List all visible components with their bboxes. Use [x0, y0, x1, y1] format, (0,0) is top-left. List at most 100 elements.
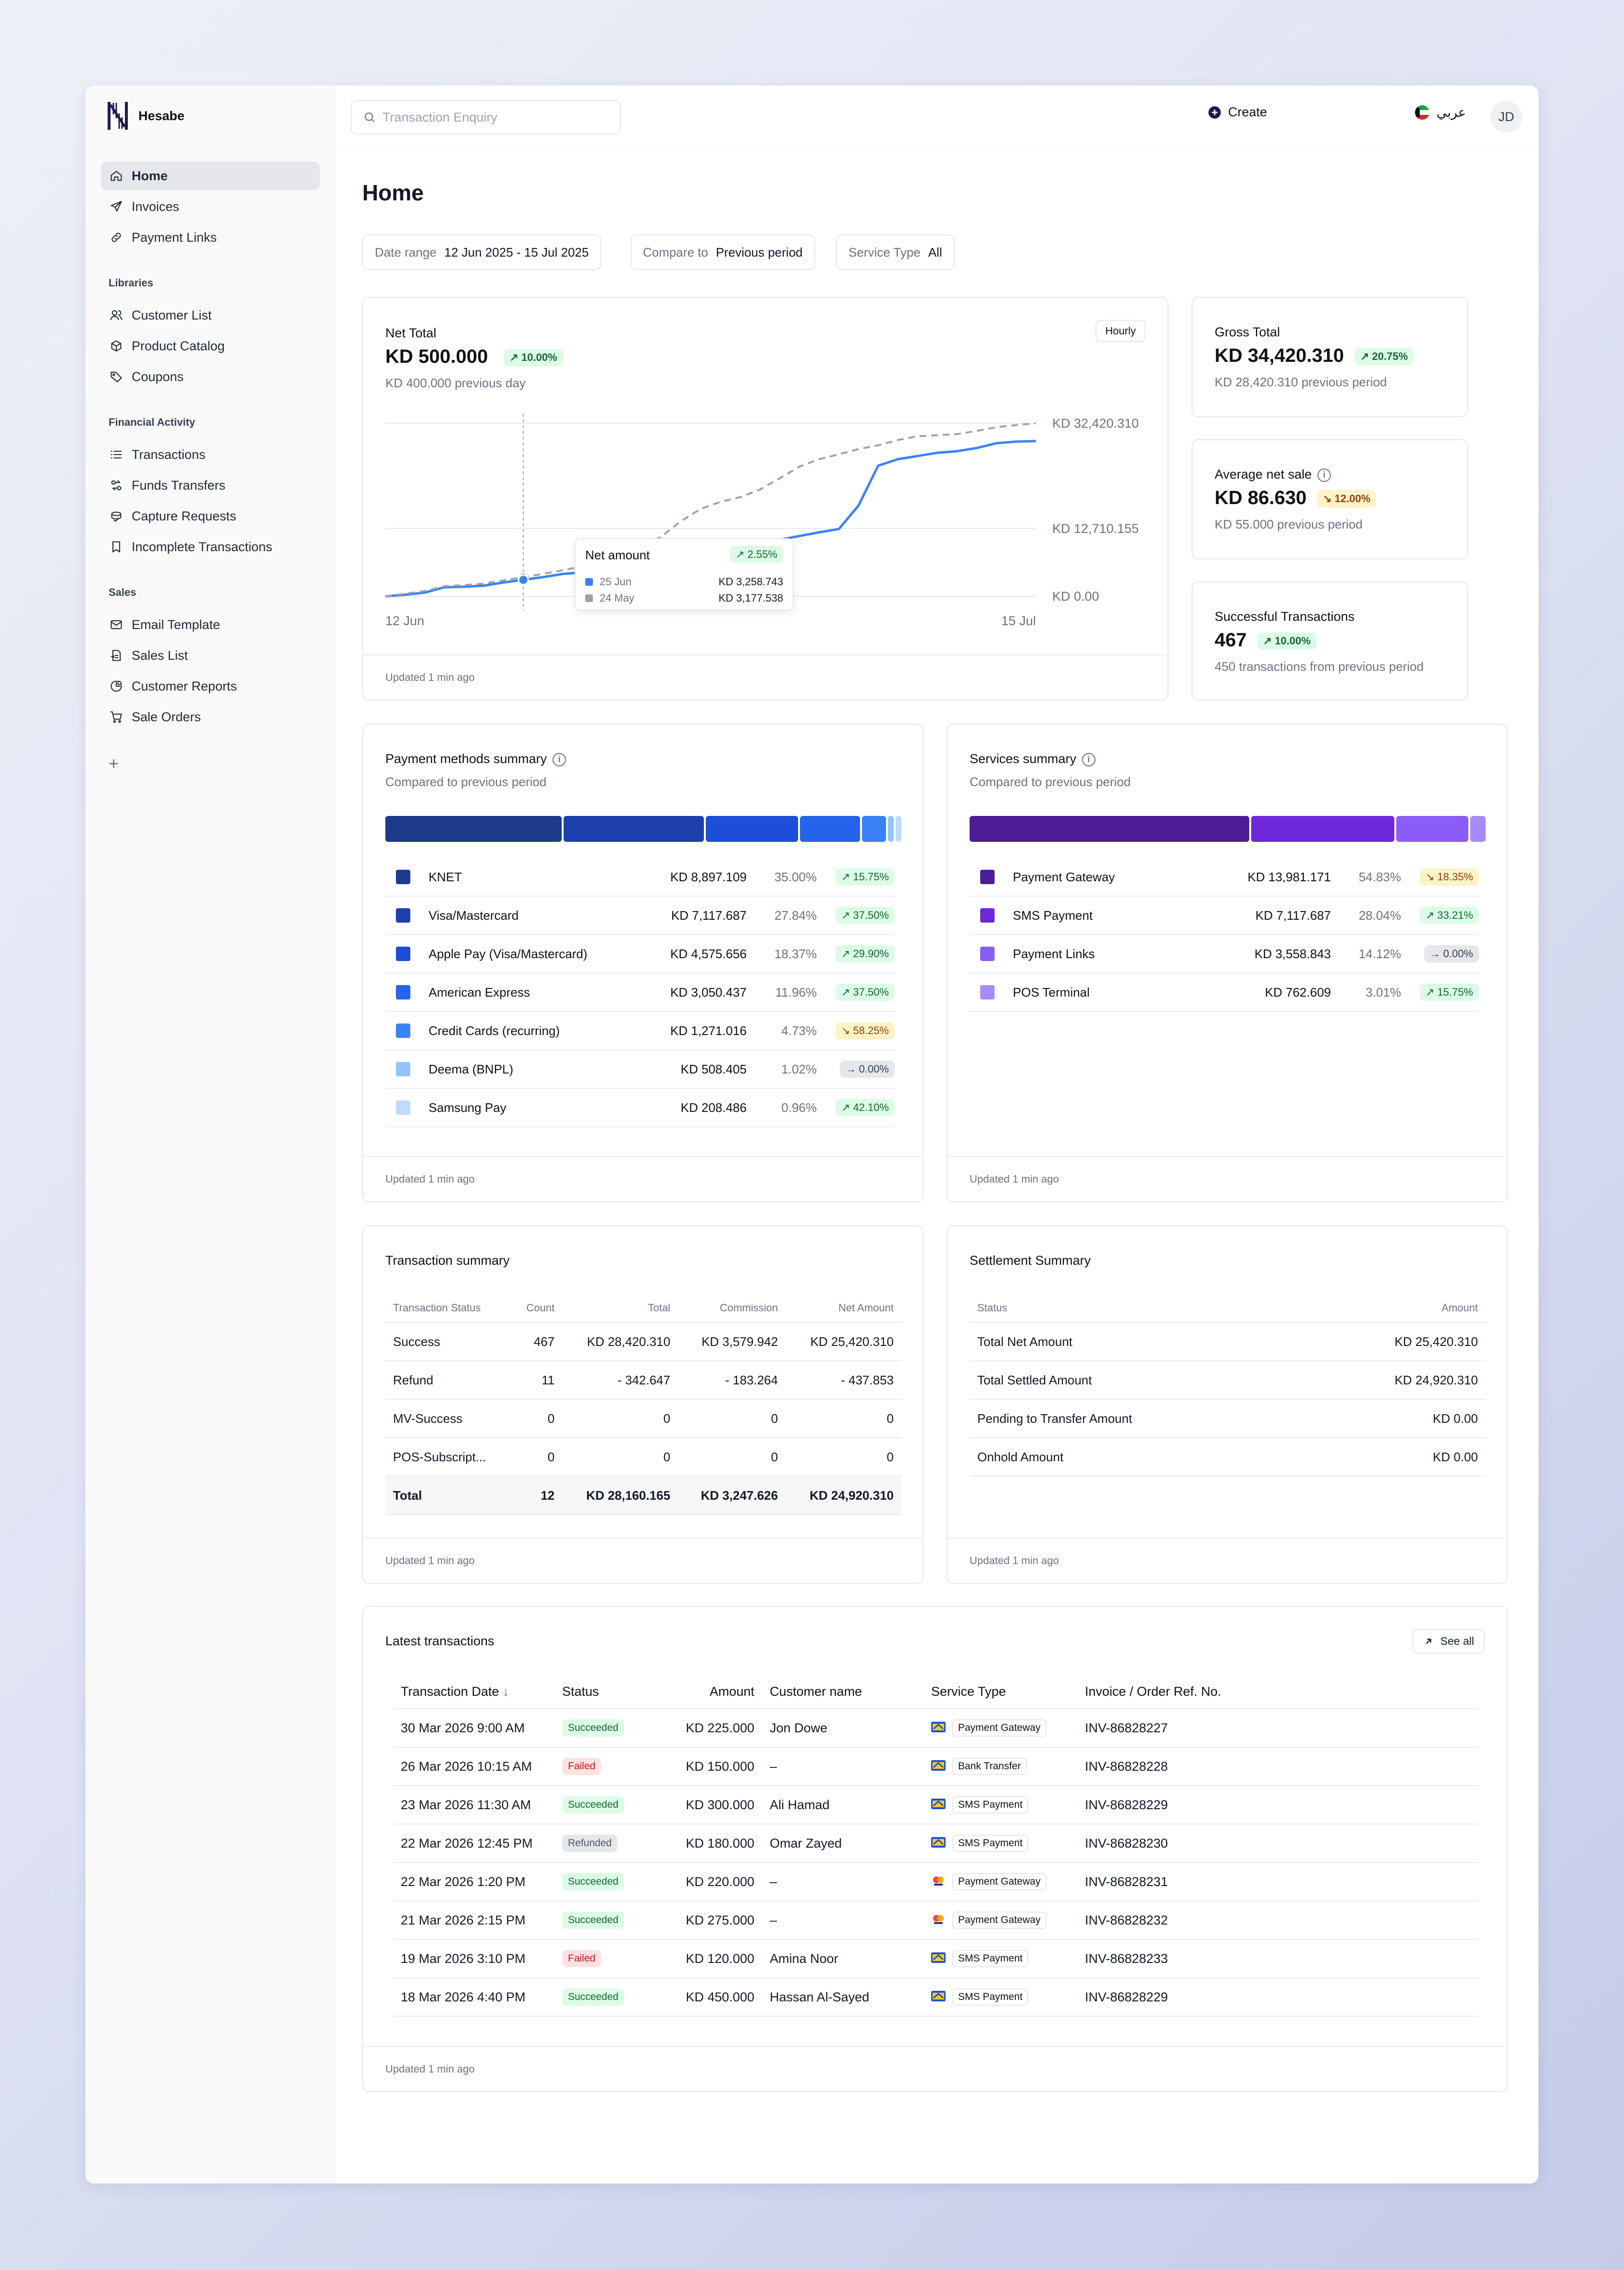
sidebar-item-label: Sale Orders — [132, 709, 201, 724]
row-change: ↗ 37.50% — [817, 907, 895, 924]
row-share: 28.04% — [1358, 908, 1401, 923]
table-row[interactable]: 26 Mar 2026 10:15 AM Failed KD 150.000– Ban… — [393, 1747, 1479, 1786]
info-icon[interactable]: i — [553, 753, 566, 766]
table-row[interactable]: 30 Mar 2026 9:00 AM Succeeded KD 225.000 Jo… — [393, 1708, 1479, 1747]
sidebar-item-transactions[interactable]: Transactions — [101, 440, 320, 469]
share-segment — [970, 816, 1250, 842]
mastercard-icon — [931, 1875, 946, 1889]
app-name: Hesabe — [138, 108, 185, 123]
summary-row[interactable]: Payment Gateway KD 13,981.171 54.83% ↘ 18.35… — [970, 858, 1479, 897]
sidebar-item-email-template[interactable]: Email Template — [101, 610, 320, 639]
summary-row[interactable]: Deema (BNPL) KD 508.405 1.02% → 0.00% — [385, 1050, 895, 1089]
kpi-amount: 467 — [1215, 629, 1247, 651]
arrow-right-icon: → — [1429, 948, 1440, 960]
summary-row[interactable]: Apple Pay (Visa/Mastercard) KD 4,575.656 1… — [385, 935, 895, 974]
summary-row[interactable]: Credit Cards (recurring) KD 1,271.016 4.73… — [385, 1012, 895, 1050]
granularity-button[interactable]: Hourly — [1095, 320, 1145, 342]
sidebar-item-customer-list[interactable]: Customer List — [101, 301, 320, 330]
trend-down-icon: ↘ — [841, 1024, 850, 1036]
table-row[interactable]: 19 Mar 2026 3:10 PM Failed KD 120.000 Amina… — [393, 1939, 1479, 1978]
invoice-ref[interactable]: INV-86828229 — [1077, 1785, 1479, 1824]
knet-card-icon — [931, 1721, 946, 1736]
table-row[interactable]: 18 Mar 2026 4:40 PM Succeeded KD 450.000 Ha… — [393, 1977, 1479, 2017]
filter-service-type[interactable]: Service Type All — [836, 234, 955, 270]
table-row: Refund 11- 342.647- 183.264- 437.853 — [385, 1360, 901, 1399]
table-cell: 0 — [511, 1399, 563, 1438]
table-cell: 0 — [678, 1399, 786, 1438]
sidebar-item-sale-orders[interactable]: Sale Orders — [101, 703, 320, 731]
table-row: Total 12 KD 28,160.165 KD 3,247.626 KD 24,92… — [385, 1476, 901, 1515]
see-all-button[interactable]: See all — [1412, 1629, 1485, 1653]
net-total-change-badge: ↗ 10.00% — [504, 349, 563, 367]
info-icon[interactable]: i — [1317, 468, 1331, 482]
sidebar-item-incomplete-transactions[interactable]: Incomplete Transactions — [101, 532, 320, 561]
summary-row[interactable]: Samsung Pay KD 208.486 0.96% ↗ 42.10% — [385, 1089, 895, 1127]
info-icon[interactable]: i — [1082, 753, 1096, 766]
column-header-label: Service Type — [931, 1684, 1006, 1699]
filter-compare-to[interactable]: Compare to Previous period — [630, 234, 815, 270]
column-header[interactable]: Customer name — [762, 1675, 923, 1709]
sidebar-item-home[interactable]: Home — [101, 161, 320, 190]
avatar[interactable]: JD — [1490, 101, 1522, 133]
logo[interactable]: Hesabe — [107, 101, 185, 131]
invoice-ref[interactable]: INV-86828231 — [1077, 1862, 1479, 1901]
table-row[interactable]: 21 Mar 2026 2:15 PM Succeeded KD 275.000– P… — [393, 1900, 1479, 1939]
net-total-updated: Updated 1 min ago — [363, 654, 1168, 700]
column-header-label: Transaction Date — [401, 1684, 499, 1699]
sidebar-item-invoices[interactable]: Invoices — [101, 192, 320, 221]
summary-row[interactable]: KNET KD 8,897.109 35.00% ↗ 15.75% — [385, 858, 895, 897]
invoice-ref[interactable]: INV-86828229 — [1077, 1977, 1479, 2017]
invoice-ref[interactable]: INV-86828233 — [1077, 1939, 1479, 1978]
table-cell: KD 0.00 — [1296, 1399, 1486, 1438]
invoice-ref[interactable]: INV-86828232 — [1077, 1900, 1479, 1939]
column-header[interactable]: Amount — [661, 1675, 762, 1709]
card-updated: Updated 1 min ago — [363, 2046, 1507, 2091]
search-input[interactable] — [382, 110, 603, 125]
table-row[interactable]: 22 Mar 2026 1:20 PM Succeeded KD 220.000– P… — [393, 1862, 1479, 1901]
customer-name: Jon Dowe — [762, 1708, 923, 1747]
sidebar: Hesabe Home Invoices Payment Links Librarie… — [86, 86, 335, 2184]
bookmark-icon — [112, 541, 121, 553]
table-row[interactable]: 23 Mar 2026 11:30 AM Succeeded KD 300.000 A… — [393, 1785, 1479, 1824]
search-box[interactable] — [351, 100, 621, 135]
invoice-ref[interactable]: INV-86828230 — [1077, 1824, 1479, 1863]
series-line-dashed — [385, 422, 1036, 597]
column-header[interactable]: Service Type — [923, 1675, 1077, 1709]
invoice-ref[interactable]: INV-86828227 — [1077, 1708, 1479, 1747]
create-button[interactable]: Create — [1208, 105, 1267, 120]
status-cell: Succeeded — [554, 1862, 661, 1901]
amount: KD 450.000 — [661, 1977, 762, 2017]
tooltip-change: ↗ 2.55% — [730, 546, 783, 563]
sidebar-item-payment-links[interactable]: Payment Links — [101, 223, 320, 252]
column-header[interactable]: Status — [554, 1675, 661, 1709]
transaction-date: 30 Mar 2026 9:00 AM — [393, 1708, 554, 1747]
create-label: Create — [1228, 105, 1267, 119]
mastercard-icon — [931, 1913, 946, 1928]
invoice-ref[interactable]: INV-86828228 — [1077, 1747, 1479, 1786]
language-switcher[interactable]: عربي — [1415, 105, 1466, 120]
trend-up-icon: ↗ — [1425, 986, 1435, 998]
column-header[interactable]: Transaction Date ↓ — [393, 1675, 554, 1709]
sidebar-item-sales-list[interactable]: Sales List — [101, 641, 320, 670]
row-name: SMS Payment — [1013, 908, 1093, 923]
sidebar-item-capture-requests[interactable]: Capture Requests — [101, 502, 320, 530]
summary-row[interactable]: POS Terminal KD 762.609 3.01% ↗ 15.75% — [970, 974, 1479, 1012]
summary-row[interactable]: American Express KD 3,050.437 11.96% ↗ 37.50… — [385, 974, 895, 1012]
filter-date-range[interactable]: Date range 12 Jun 2025 - 15 Jul 2025 — [362, 234, 602, 270]
help-button[interactable] — [1537, 105, 1538, 129]
tag-icon — [111, 371, 122, 382]
sidebar-item-product-catalog[interactable]: Product Catalog — [101, 332, 320, 360]
summary-row[interactable]: Visa/Mastercard KD 7,117.687 27.84% ↗ 37.50% — [385, 897, 895, 935]
sidebar-item-customer-reports[interactable]: Customer Reports — [101, 672, 320, 701]
add-icon[interactable]: + — [109, 753, 119, 773]
table-cell: 0 — [562, 1399, 678, 1438]
column-header[interactable]: Invoice / Order Ref. No. — [1077, 1675, 1479, 1709]
sidebar-item-coupons[interactable]: Coupons — [101, 362, 320, 391]
sidebar-item-funds-transfers[interactable]: Funds Transfers — [101, 471, 320, 500]
summary-row[interactable]: SMS Payment KD 7,117.687 28.04% ↗ 33.21% — [970, 897, 1479, 935]
card-title-text: Services summary — [970, 752, 1077, 766]
service-type: Payment Gateway — [931, 1719, 1046, 1737]
row-change: ↗ 15.75% — [817, 868, 895, 886]
summary-row[interactable]: Payment Links KD 3,558.843 14.12% → 0.00% — [970, 935, 1479, 974]
table-row[interactable]: 22 Mar 2026 12:45 PM Refunded KD 180.000 Om… — [393, 1824, 1479, 1863]
